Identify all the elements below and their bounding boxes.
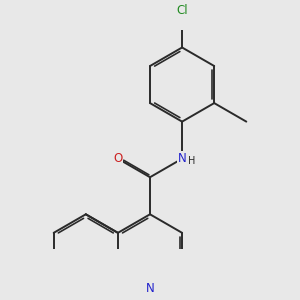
Text: H: H (188, 156, 195, 166)
Text: Cl: Cl (176, 4, 188, 17)
Text: O: O (113, 152, 122, 165)
Text: N: N (178, 152, 187, 165)
Text: N: N (146, 282, 154, 295)
